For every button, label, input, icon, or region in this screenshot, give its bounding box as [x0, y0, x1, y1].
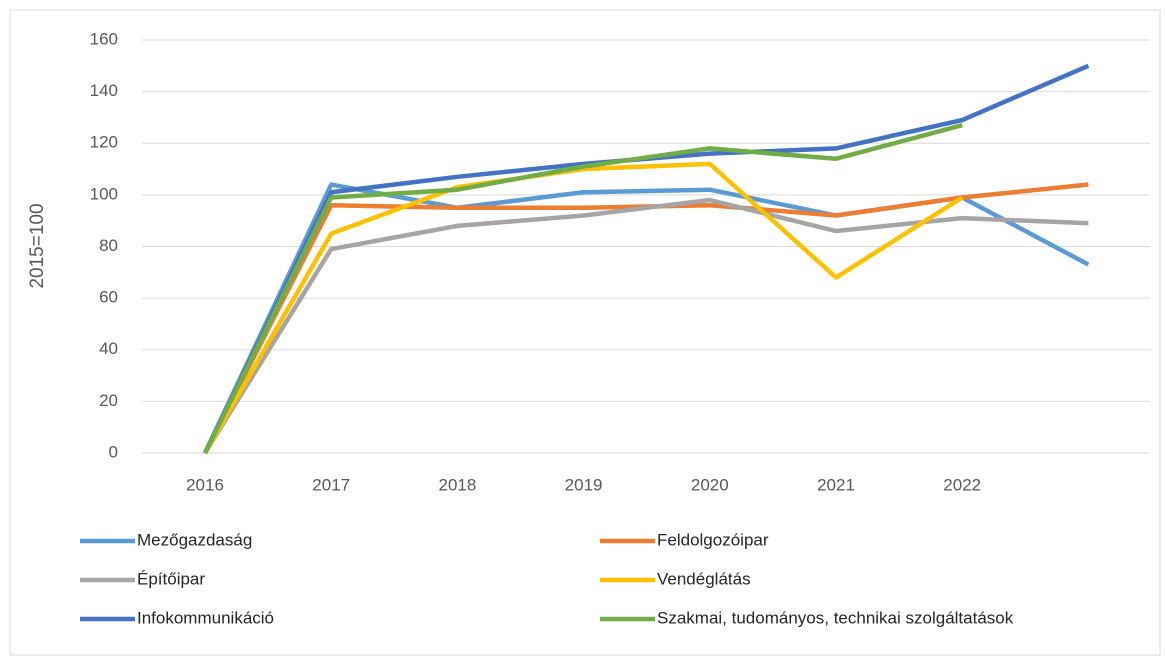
y-tick-label: 120 [90, 133, 118, 152]
x-tick-label: 2022 [943, 475, 981, 494]
legend-label: Feldolgozóipar [657, 530, 769, 549]
x-tick-label: 2017 [312, 475, 350, 494]
y-tick-label: 160 [90, 29, 118, 48]
series-line [203, 161, 964, 455]
legend-label: Mezőgazdaság [137, 530, 252, 549]
y-tick-label: 20 [99, 391, 118, 410]
x-tick-label: 2020 [691, 475, 729, 494]
series-line [202, 123, 963, 454]
y-tick-label: 100 [90, 184, 118, 203]
legend-label: Építőipar [137, 569, 205, 588]
x-tick-label: 2018 [438, 475, 476, 494]
series-line [203, 197, 1089, 455]
x-tick-label: 2019 [565, 475, 603, 494]
y-tick-label: 40 [99, 339, 118, 358]
y-tick-label: 0 [109, 442, 118, 461]
legend-label: Infokommunikáció [137, 608, 274, 627]
y-axis-label: 2015=100 [27, 203, 48, 288]
y-tick-label: 140 [90, 81, 118, 100]
legend-label: Vendéglátás [657, 569, 751, 588]
legend: Mezőgazdaság Feldolgozóipar Építőipar Vendé… [80, 530, 1014, 627]
x-tick-label: 2016 [186, 475, 224, 494]
y-tick-label: 80 [99, 236, 118, 255]
x-tick-label: 2021 [817, 475, 855, 494]
legend-label: Szakmai, tudományos, technikai szolgálta… [657, 608, 1014, 627]
y-tick-label: 60 [99, 288, 118, 307]
